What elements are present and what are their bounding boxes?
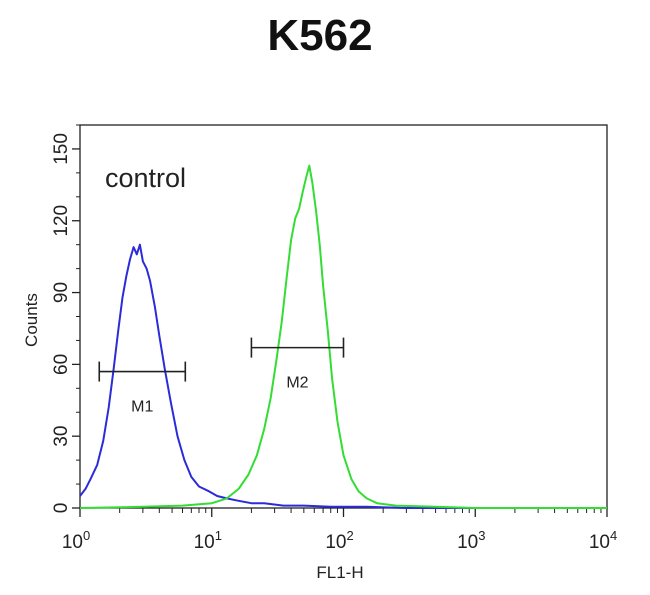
y-tick-label: 0: [51, 503, 72, 514]
y-tick-label: 150: [51, 133, 72, 165]
marker-m1: M1: [98, 361, 187, 416]
x-axis: 100 101 102 103 104: [62, 508, 617, 553]
plot-frame: [79, 124, 608, 509]
x-tick-label: 104: [589, 528, 617, 553]
series-layer: [79, 164, 607, 509]
y-tick-label: 90: [51, 282, 72, 303]
y-axis-label: Counts: [22, 293, 41, 347]
marker-m2: M2: [250, 337, 345, 392]
x-axis-label: FL1-H: [316, 563, 363, 582]
control-annotation: control: [105, 163, 186, 193]
y-tick-label: 30: [51, 426, 72, 447]
y-tick-label: 120: [51, 205, 72, 237]
x-tick-label: 101: [194, 528, 222, 553]
y-axis: 0 30 60 90 120 150: [51, 124, 80, 514]
marker-layer: M1 M2: [98, 337, 345, 416]
control-histogram-line: [79, 243, 607, 509]
sample-histogram-line: [79, 164, 607, 509]
marker-label: M2: [286, 375, 308, 392]
x-tick-label: 103: [457, 528, 485, 553]
x-tick-label: 102: [325, 528, 353, 553]
marker-label: M1: [131, 399, 153, 416]
chart-title: K562: [267, 11, 372, 60]
x-tick-label: 100: [62, 528, 90, 553]
y-tick-label: 60: [51, 354, 72, 375]
